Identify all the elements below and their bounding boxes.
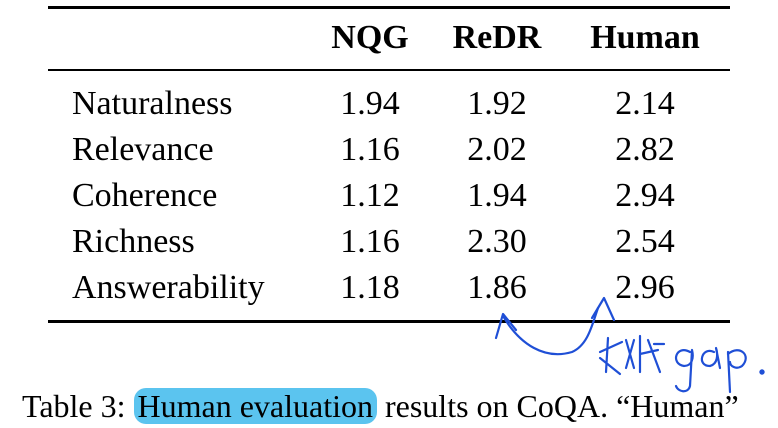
table-header-rule <box>48 69 730 71</box>
table-cell: 2.96 <box>615 269 675 306</box>
row-label-relevance: Relevance <box>72 131 214 168</box>
scribble-glyph-2 <box>638 334 666 374</box>
table-cell: 1.16 <box>340 223 400 260</box>
row-label-answerability: Answerability <box>72 269 265 306</box>
column-header-nqg: NQG <box>331 19 409 56</box>
table-cell: 1.18 <box>340 269 400 306</box>
row-label-naturalness: Naturalness <box>72 85 233 122</box>
table-cell: 1.94 <box>340 85 400 122</box>
row-label-richness: Richness <box>72 223 195 260</box>
table-bottom-rule <box>48 320 730 323</box>
table-cell: 1.92 <box>467 85 527 122</box>
table-cell: 2.94 <box>615 177 675 214</box>
table-cell: 2.02 <box>467 131 527 168</box>
table-top-rule <box>48 6 730 9</box>
scribble-dot <box>759 369 765 375</box>
column-header-redr: ReDR <box>452 19 542 56</box>
caption-highlight: Human evaluation <box>133 388 377 424</box>
arrow-curve <box>501 306 600 356</box>
arrow-head-left <box>494 312 518 340</box>
table-cell: 2.82 <box>615 131 675 168</box>
table-cell: 1.16 <box>340 131 400 168</box>
caption-prefix: Table 3: <box>22 388 134 424</box>
table-cell: 2.30 <box>467 223 527 260</box>
row-label-coherence: Coherence <box>72 177 218 214</box>
table-cell: 1.12 <box>340 177 400 214</box>
table-cell: 2.54 <box>615 223 675 260</box>
table-cell: 1.94 <box>467 177 527 214</box>
caption-suffix: results on CoQA. “Human” <box>376 388 739 424</box>
table-cell: 1.86 <box>467 269 527 306</box>
column-header-human: Human <box>590 19 700 56</box>
scribble-glyph-4 <box>700 346 722 370</box>
table-caption: Table 3: Human evaluation results on CoQ… <box>22 386 739 426</box>
table-cell: 2.14 <box>615 85 675 122</box>
scribble-glyph-1 <box>598 336 636 376</box>
